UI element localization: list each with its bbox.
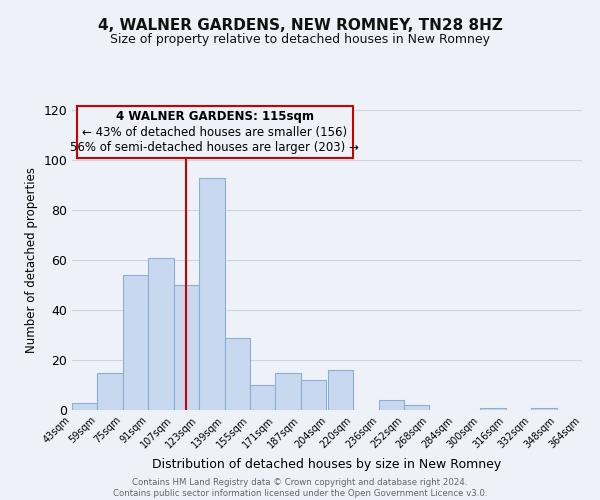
Bar — [123, 275, 148, 410]
Y-axis label: Number of detached properties: Number of detached properties — [25, 167, 38, 353]
Bar — [531, 408, 557, 410]
Text: 4 WALNER GARDENS: 115sqm: 4 WALNER GARDENS: 115sqm — [116, 110, 314, 123]
Bar — [301, 380, 326, 410]
Text: 4, WALNER GARDENS, NEW ROMNEY, TN28 8HZ: 4, WALNER GARDENS, NEW ROMNEY, TN28 8HZ — [98, 18, 502, 32]
Text: ← 43% of detached houses are smaller (156): ← 43% of detached houses are smaller (15… — [82, 126, 347, 139]
Text: Contains HM Land Registry data © Crown copyright and database right 2024.
Contai: Contains HM Land Registry data © Crown c… — [113, 478, 487, 498]
Bar — [275, 372, 301, 410]
Bar — [379, 400, 404, 410]
Bar — [224, 338, 250, 410]
Bar — [250, 385, 275, 410]
Bar — [97, 372, 123, 410]
FancyBboxPatch shape — [77, 106, 353, 158]
Text: Size of property relative to detached houses in New Romney: Size of property relative to detached ho… — [110, 32, 490, 46]
Bar — [72, 402, 97, 410]
Bar — [481, 408, 506, 410]
Bar — [199, 178, 224, 410]
Bar — [404, 405, 430, 410]
X-axis label: Distribution of detached houses by size in New Romney: Distribution of detached houses by size … — [152, 458, 502, 471]
Bar — [148, 258, 173, 410]
Text: 56% of semi-detached houses are larger (203) →: 56% of semi-detached houses are larger (… — [70, 142, 359, 154]
Bar — [173, 285, 199, 410]
Bar — [328, 370, 353, 410]
